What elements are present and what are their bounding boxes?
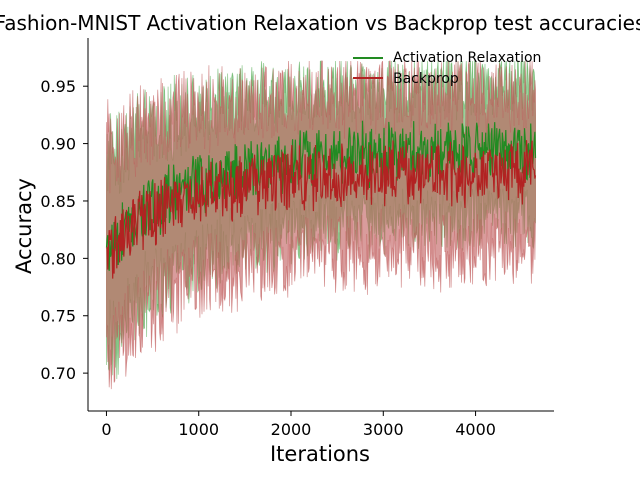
y-tick-label: 0.70 <box>40 364 76 383</box>
series-line-backprop <box>106 139 537 279</box>
x-tick-label: 0 <box>101 420 111 439</box>
legend-label-backprop: Backprop <box>393 71 459 87</box>
line-layer <box>105 120 537 279</box>
band-layer <box>106 59 536 390</box>
y-tick-label: 0.75 <box>40 307 76 326</box>
legend-label-activation-relaxation: Activation Relaxation <box>393 50 541 66</box>
y-axis-ticks: 0.70 0.75 0.80 0.85 0.90 0.95 <box>40 77 88 383</box>
y-tick-label: 0.90 <box>40 135 76 154</box>
chart-title: Fashion-MNIST Activation Relaxation vs B… <box>0 11 640 35</box>
x-tick-label: 1000 <box>178 420 219 439</box>
y-tick-label: 0.80 <box>40 249 76 268</box>
x-tick-label: 4000 <box>455 420 496 439</box>
plot-area <box>105 59 537 390</box>
x-tick-label: 2000 <box>271 420 312 439</box>
x-axis-ticks: 0 1000 2000 3000 4000 <box>101 411 496 439</box>
y-tick-label: 0.85 <box>40 192 76 211</box>
x-tick-label: 3000 <box>363 420 404 439</box>
series-band-backprop <box>106 60 536 390</box>
y-tick-label: 0.95 <box>40 77 76 96</box>
y-axis-label: Accuracy <box>12 178 36 274</box>
legend: Activation Relaxation Backprop <box>353 50 541 87</box>
x-axis-label: Iterations <box>270 442 370 466</box>
